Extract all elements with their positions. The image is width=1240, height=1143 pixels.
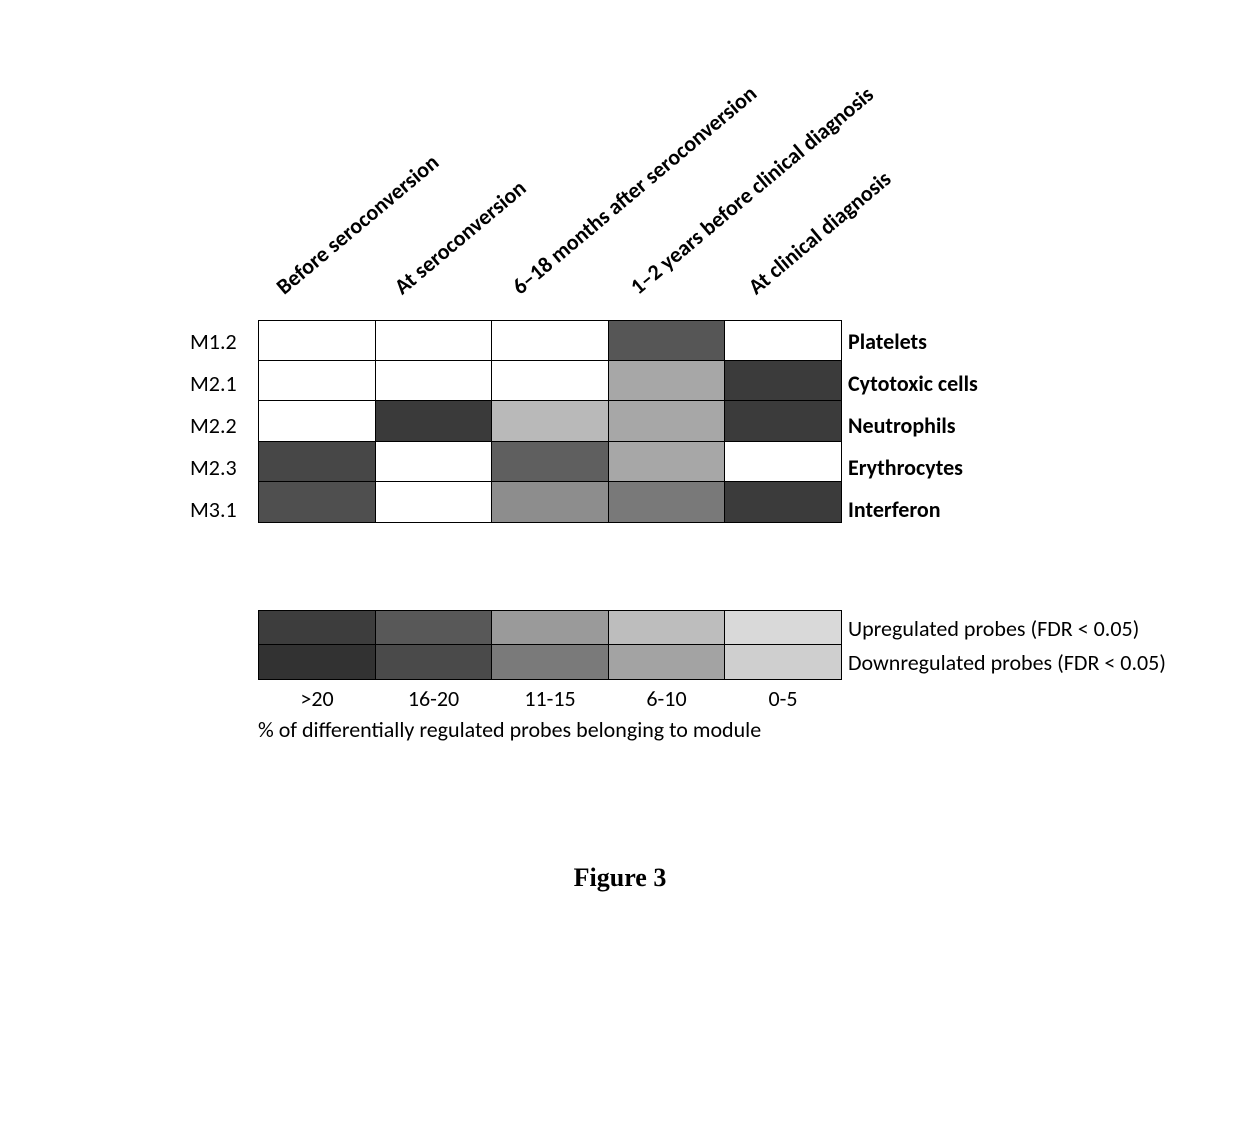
heatmap-cell	[724, 481, 842, 523]
legend-cell	[724, 610, 842, 646]
heatmap-cell	[491, 400, 609, 442]
heatmap-cell	[608, 320, 726, 362]
heatmap-cell	[258, 400, 376, 442]
figure-wrap: Before seroconversionAt seroconversion6–…	[70, 320, 1170, 893]
row-name: Platelets	[842, 328, 927, 355]
row-id-column: M1.2 M2.1 M2.2 M2.3 M3.1	[190, 320, 258, 530]
heatmap-cell	[608, 441, 726, 483]
row-id: M2.1	[190, 370, 258, 397]
legend-tick: 11-15	[491, 685, 609, 712]
heatmap-cell	[375, 481, 493, 523]
legend-cell	[258, 610, 376, 646]
legend-tick: >20	[258, 685, 376, 712]
heatmap-cell	[724, 360, 842, 402]
heatmap-cell	[258, 320, 376, 362]
heatmap-cell	[491, 441, 609, 483]
heatmap-cell	[258, 360, 376, 402]
heatmap-cell	[608, 360, 726, 402]
row-name: Interferon	[842, 496, 941, 523]
legend-cell	[724, 644, 842, 680]
legend-row-label: Upregulated probes (FDR < 0.05)	[842, 615, 1139, 642]
heatmap-cell	[491, 320, 609, 362]
row-id: M1.2	[190, 328, 258, 355]
heatmap-cell	[375, 360, 493, 402]
legend-cell	[375, 610, 493, 646]
legend-tick: 16-20	[375, 685, 493, 712]
legend-cell	[258, 644, 376, 680]
legend-row-label: Downregulated probes (FDR < 0.05)	[842, 649, 1166, 676]
heatmap: Before seroconversionAt seroconversion6–…	[190, 320, 1170, 530]
legend-tick: 6-10	[608, 685, 726, 712]
legend-caption: % of differentially regulated probes bel…	[258, 716, 1170, 743]
heatmap-cell	[724, 400, 842, 442]
column-header: 1–2 years before clinical diagnosis	[625, 81, 879, 300]
legend-tick: 0-5	[724, 685, 842, 712]
heatmap-cell	[608, 400, 726, 442]
legend-cell	[491, 610, 609, 646]
row-name: Erythrocytes	[842, 454, 963, 481]
row-id: M2.3	[190, 454, 258, 481]
row-name: Neutrophils	[842, 412, 956, 439]
heatmap-cell	[375, 400, 493, 442]
heatmap-cell	[491, 360, 609, 402]
heatmap-cell	[258, 441, 376, 483]
column-header: 6–18 months after seroconversion	[507, 80, 762, 300]
legend-ticks: >2016-2011-156-100-5	[258, 685, 1170, 712]
legend-cell	[491, 644, 609, 680]
row-id: M3.1	[190, 496, 258, 523]
heatmap-cell	[375, 320, 493, 362]
heatmap-cell	[724, 320, 842, 362]
legend: Upregulated probes (FDR < 0.05) Downregul…	[258, 610, 1170, 743]
row-id: M2.2	[190, 412, 258, 439]
heatmap-cell	[375, 441, 493, 483]
heatmap-cell	[724, 441, 842, 483]
heatmap-cell	[258, 481, 376, 523]
row-name-column: Platelets Cytotoxic cells Neutrophils Eryth…	[842, 320, 978, 530]
row-name: Cytotoxic cells	[842, 370, 978, 397]
figure-caption: Figure 3	[70, 863, 1170, 893]
heatmap-cell	[608, 481, 726, 523]
legend-cell	[608, 644, 726, 680]
legend-cell	[375, 644, 493, 680]
heatmap-grid	[258, 320, 842, 524]
legend-cell	[608, 610, 726, 646]
heatmap-cell	[491, 481, 609, 523]
